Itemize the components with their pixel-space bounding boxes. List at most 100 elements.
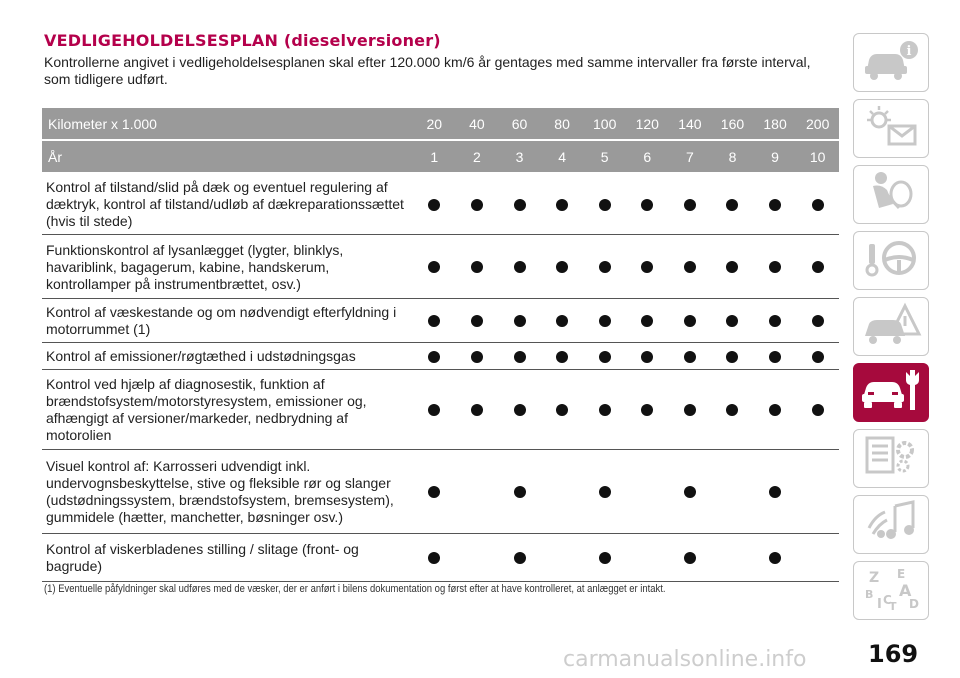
interval-cell <box>540 449 584 534</box>
km-header-label: Kilometer x 1.000 <box>42 108 414 141</box>
svg-text:C: C <box>883 593 892 607</box>
check-dot-icon <box>556 198 569 211</box>
maintenance-table: Kilometer x 1.000 20 40 60 80 100 120 14… <box>42 108 839 582</box>
check-dot-icon <box>470 198 483 211</box>
check-dot-icon <box>769 552 782 565</box>
interval-cell <box>413 342 456 370</box>
interval-cell <box>796 234 839 299</box>
check-dot-icon <box>811 198 824 211</box>
interval-cell <box>711 342 754 370</box>
interval-cell <box>753 369 797 450</box>
interval-cell <box>625 234 669 299</box>
interval-cell <box>498 369 541 450</box>
interval-cell <box>583 234 626 299</box>
interval-cell <box>455 298 499 343</box>
check-dot-icon <box>428 261 441 274</box>
check-dot-icon <box>769 198 782 211</box>
sidebar-tab[interactable] <box>853 165 929 224</box>
interval-cell <box>455 234 499 299</box>
car-info-icon: i <box>859 36 923 89</box>
check-dot-icon <box>683 261 696 274</box>
interval-cell <box>796 369 839 450</box>
check-dot-icon <box>726 198 739 211</box>
sidebar-tab[interactable] <box>853 297 929 356</box>
interval-cell <box>498 298 541 343</box>
check-dot-icon <box>726 350 739 363</box>
check-dot-icon <box>641 350 654 363</box>
year-value: 8 <box>711 140 754 174</box>
interval-cell <box>540 298 584 343</box>
sidebar-tab[interactable] <box>853 99 929 158</box>
interval-cell <box>796 173 839 235</box>
svg-text:I: I <box>877 597 882 612</box>
check-dot-icon <box>513 350 526 363</box>
check-dot-icon <box>428 404 441 417</box>
interval-cell <box>413 369 456 450</box>
check-dot-icon <box>598 315 611 328</box>
interval-cell <box>796 298 839 343</box>
table-row: Kontrol af emissioner/røgtæthed i udstød… <box>42 342 839 370</box>
interval-cell <box>753 234 797 299</box>
interval-cell <box>796 449 839 534</box>
sidebar-tab[interactable] <box>853 231 929 290</box>
year-value: 7 <box>668 140 712 174</box>
km-value: 20 <box>413 108 456 141</box>
check-dot-icon <box>428 315 441 328</box>
km-value: 80 <box>540 108 584 141</box>
check-dot-icon <box>428 552 441 565</box>
check-dot-icon <box>769 261 782 274</box>
check-dot-icon <box>598 404 611 417</box>
check-dot-icon <box>513 261 526 274</box>
check-dot-icon <box>428 350 441 363</box>
year-value: 10 <box>796 140 839 174</box>
interval-cell <box>625 533 669 582</box>
table-row: Visuel kontrol af: Karrosseri udvendigt … <box>42 449 839 534</box>
interval-cell <box>413 449 456 534</box>
sidebar-tab[interactable]: i <box>853 33 929 92</box>
check-dot-icon <box>470 261 483 274</box>
sidebar-tab[interactable] <box>853 495 929 554</box>
interval-cell <box>711 298 754 343</box>
interval-cell <box>583 342 626 370</box>
svg-text:i: i <box>907 44 912 59</box>
year-value: 5 <box>583 140 626 174</box>
year-value: 6 <box>625 140 669 174</box>
page-title: VEDLIGEHOLDELSESPLAN (dieselversioner) <box>44 31 441 50</box>
table-row: Kontrol ved hjælp af diagnosestik, funkt… <box>42 369 839 450</box>
interval-cell <box>711 449 754 534</box>
km-value: 60 <box>498 108 541 141</box>
check-item-label: Kontrol ved hjælp af diagnosestik, funkt… <box>42 369 414 450</box>
km-value: 200 <box>796 108 839 141</box>
check-dot-icon <box>470 404 483 417</box>
interval-cell <box>455 449 499 534</box>
check-dot-icon <box>769 404 782 417</box>
check-item-label: Kontrol af tilstand/slid på dæk og event… <box>42 173 414 235</box>
check-dot-icon <box>811 315 824 328</box>
sidebar-tab[interactable] <box>853 363 929 422</box>
check-dot-icon <box>726 315 739 328</box>
interval-cell <box>796 533 839 582</box>
check-dot-icon <box>683 404 696 417</box>
year-header-row: År 1 2 3 4 5 6 7 8 9 10 <box>42 140 839 174</box>
car-service-icon <box>859 366 923 419</box>
check-dot-icon <box>513 198 526 211</box>
check-dot-icon <box>811 350 824 363</box>
interval-cell <box>753 173 797 235</box>
svg-text:Z: Z <box>869 570 879 586</box>
table-row: Kontrol af viskerbladenes stilling / sli… <box>42 533 839 582</box>
check-dot-icon <box>641 404 654 417</box>
steering-wheel-icon <box>859 234 923 287</box>
km-value: 180 <box>753 108 797 141</box>
check-dot-icon <box>598 198 611 211</box>
check-dot-icon <box>513 552 526 565</box>
interval-cell <box>455 173 499 235</box>
check-dot-icon <box>513 315 526 328</box>
sidebar-tab[interactable] <box>853 429 929 488</box>
check-dot-icon <box>556 350 569 363</box>
year-value: 2 <box>455 140 499 174</box>
interval-cell <box>540 173 584 235</box>
check-item-label: Kontrol af viskerbladenes stilling / sli… <box>42 533 414 582</box>
interval-cell <box>498 533 541 582</box>
km-value: 140 <box>668 108 712 141</box>
